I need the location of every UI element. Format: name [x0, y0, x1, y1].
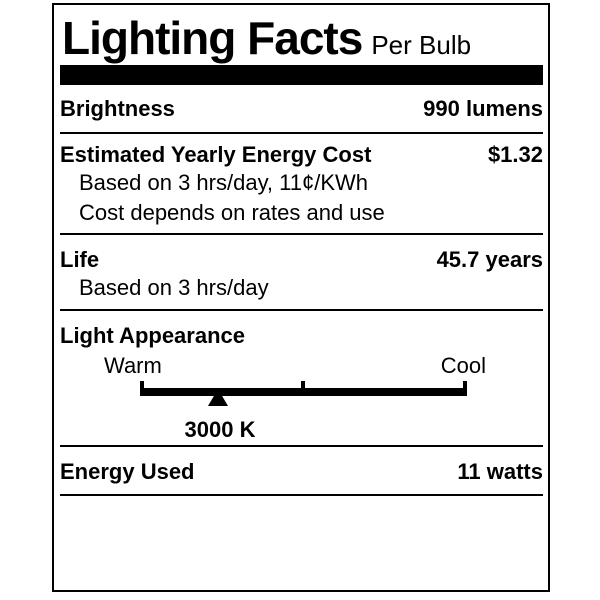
energy-used-label: Energy Used: [60, 459, 195, 484]
lighting-facts-label: Lighting Facts Per Bulb Brightness 990 l…: [52, 3, 550, 592]
energy-used-value: 11 watts: [457, 459, 543, 484]
header-divider-bar: [60, 65, 543, 85]
energy-cost-note-basis: Based on 3 hrs/day, 11¢/KWh: [79, 170, 369, 195]
light-appearance-scale: [60, 379, 543, 413]
scale-track: [140, 379, 467, 413]
brightness-label: Brightness: [60, 96, 175, 121]
life-section: Life 45.7 years Based on 3 hrs/day: [60, 235, 543, 309]
divider-rule: [60, 494, 543, 496]
scale-endpoint-labels: Warm Cool: [60, 353, 543, 379]
energy-cost-label: Estimated Yearly Energy Cost: [60, 142, 372, 167]
label-subtitle: Per Bulb: [371, 30, 472, 60]
energy-cost-row: Estimated Yearly Energy Cost $1.32: [60, 142, 543, 168]
light-appearance-label: Light Appearance: [60, 323, 245, 348]
energy-cost-section: Estimated Yearly Energy Cost $1.32 Based…: [60, 134, 543, 233]
label-title: Lighting Facts: [62, 12, 363, 64]
brightness-row: Brightness 990 lumens: [60, 85, 543, 132]
divider-rule: [60, 233, 543, 235]
label-content: Lighting Facts Per Bulb Brightness 990 l…: [54, 12, 548, 496]
divider-rule: [60, 309, 543, 311]
life-label: Life: [60, 247, 100, 272]
life-row: Life 45.7 years: [60, 247, 543, 273]
energy-cost-value: $1.32: [487, 142, 543, 167]
energy-cost-note-disclaimer: Cost depends on rates and use: [79, 200, 385, 225]
scale-cool-label: Cool: [440, 353, 486, 378]
scale-bar: [140, 388, 467, 396]
scale-warm-label: Warm: [104, 353, 162, 378]
divider-rule: [60, 132, 543, 134]
brightness-value: 990 lumens: [423, 96, 543, 121]
kelvin-value: 3000 K: [184, 417, 256, 442]
life-value: 45.7 years: [436, 247, 543, 272]
divider-rule: [60, 445, 543, 447]
label-header: Lighting Facts Per Bulb: [60, 12, 543, 64]
life-note-basis: Based on 3 hrs/day: [79, 275, 269, 300]
light-appearance-section: Light Appearance Warm Cool 3000 K: [60, 311, 543, 445]
energy-used-row: Energy Used 11 watts: [60, 447, 543, 494]
scale-marker-triangle: [208, 389, 229, 406]
kelvin-value-wrap: 3000 K: [145, 413, 295, 443]
